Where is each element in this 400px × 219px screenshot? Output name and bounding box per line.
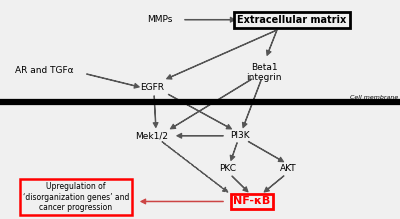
FancyArrowPatch shape xyxy=(266,30,277,55)
Text: NF-κB: NF-κB xyxy=(233,196,271,207)
FancyArrowPatch shape xyxy=(264,176,284,192)
FancyArrowPatch shape xyxy=(153,96,158,127)
Text: MMPs: MMPs xyxy=(147,15,173,24)
FancyArrowPatch shape xyxy=(232,176,248,192)
FancyArrowPatch shape xyxy=(185,17,235,22)
Text: PI3K: PI3K xyxy=(230,131,250,140)
Text: AR and TGFα: AR and TGFα xyxy=(15,65,73,75)
Text: Extracellular matrix: Extracellular matrix xyxy=(237,15,347,25)
FancyArrowPatch shape xyxy=(177,133,223,138)
FancyArrowPatch shape xyxy=(141,199,223,204)
FancyArrowPatch shape xyxy=(166,30,276,79)
Text: EGFR: EGFR xyxy=(140,83,164,92)
FancyArrowPatch shape xyxy=(242,80,261,128)
Text: Upregulation of
‘disorganization genes’ and
cancer progression: Upregulation of ‘disorganization genes’ … xyxy=(23,182,129,212)
FancyArrowPatch shape xyxy=(230,143,237,161)
FancyArrowPatch shape xyxy=(248,141,284,162)
FancyArrowPatch shape xyxy=(170,79,252,129)
Text: Mek1/2: Mek1/2 xyxy=(136,131,168,140)
Text: Beta1
integrin: Beta1 integrin xyxy=(246,63,282,82)
FancyArrowPatch shape xyxy=(168,94,232,129)
FancyArrowPatch shape xyxy=(87,74,139,88)
Text: Cell membrane: Cell membrane xyxy=(350,95,398,100)
FancyArrowPatch shape xyxy=(162,142,228,192)
Text: AKT: AKT xyxy=(280,164,296,173)
Text: PKC: PKC xyxy=(220,164,236,173)
